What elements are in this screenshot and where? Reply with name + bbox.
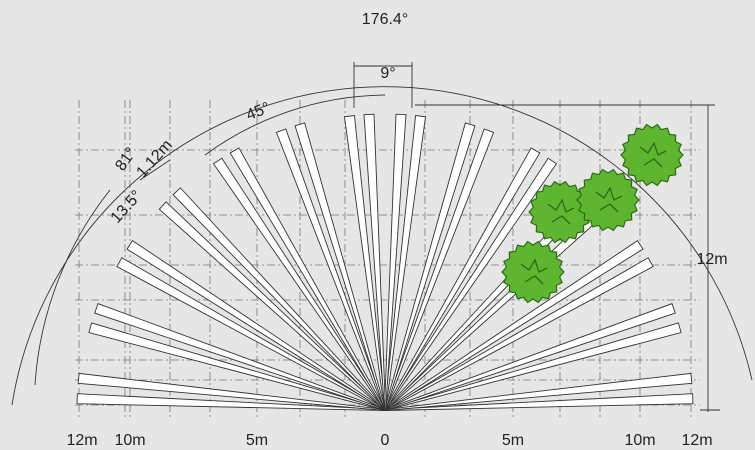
tree-detail	[595, 186, 623, 213]
tree	[528, 180, 592, 244]
dimension-label: 12m	[696, 251, 727, 268]
angle-label: 176.4°	[362, 11, 408, 28]
tree	[620, 123, 684, 187]
axis-label: 0	[381, 432, 390, 449]
beams	[76, 113, 694, 412]
axis-label: 5m	[246, 432, 268, 449]
angle-label: 9°	[380, 65, 395, 82]
tree-detail	[639, 141, 667, 168]
axis-label: 10m	[624, 432, 655, 449]
tree	[501, 240, 565, 304]
tree	[576, 168, 640, 232]
trees	[501, 123, 684, 304]
beam	[384, 113, 407, 411]
axis-label: 12m	[681, 432, 712, 449]
tree-detail	[547, 198, 575, 225]
tree-detail	[520, 258, 548, 285]
axis-label: 12m	[66, 432, 97, 449]
dimension-lines	[11, 62, 753, 412]
axis-labels: 12m 10m 5m 0 5m 10m 12m	[66, 432, 712, 449]
axis-label: 10m	[114, 432, 145, 449]
axis-label: 5m	[502, 432, 524, 449]
